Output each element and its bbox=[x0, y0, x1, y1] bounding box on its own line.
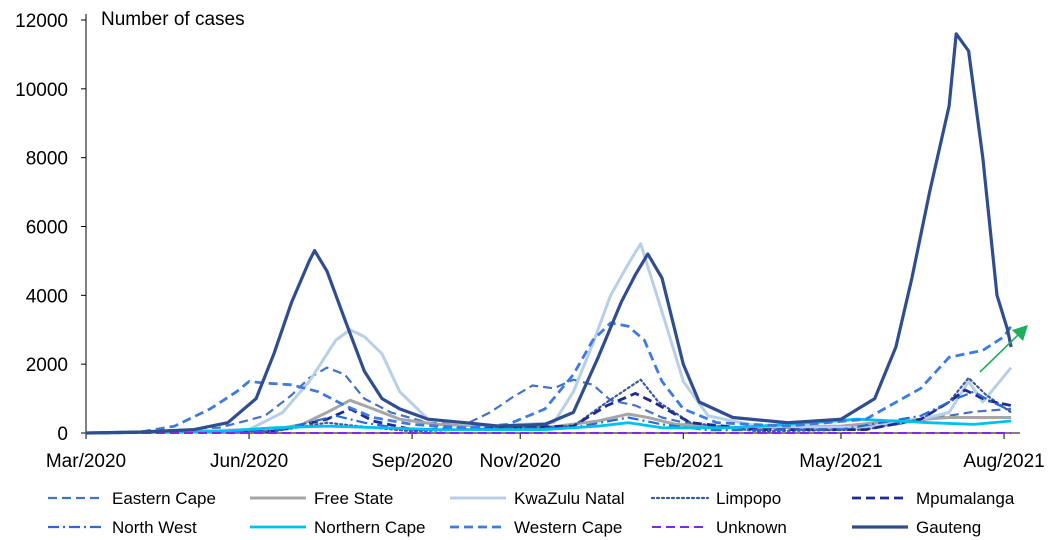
legend-label: Western Cape bbox=[514, 518, 622, 537]
series-line-gauteng bbox=[85, 32, 1013, 435]
x-tick-label: Nov/2020 bbox=[480, 451, 561, 472]
legend-label: Eastern Cape bbox=[112, 489, 216, 508]
legend-label: Unknown bbox=[716, 518, 787, 537]
x-tick-label: Feb/2021 bbox=[643, 451, 723, 472]
y-tick-label: 0 bbox=[57, 424, 68, 445]
annotation-layer bbox=[979, 325, 1028, 373]
y-tick-label: 8000 bbox=[26, 149, 68, 170]
y-tick-label: 4000 bbox=[26, 286, 68, 307]
legend-label: KwaZulu Natal bbox=[514, 489, 625, 508]
y-tick-label: 2000 bbox=[26, 355, 68, 376]
y-axis-label: Number of cases bbox=[101, 9, 245, 30]
y-tick-label: 6000 bbox=[26, 218, 68, 239]
x-tick-label: Mar/2020 bbox=[46, 451, 126, 472]
axes: 0 2000 4000 6000 8000 10000 12000 Mar/2020 Jun/2… bbox=[15, 11, 1045, 472]
trend-arrow-shaft bbox=[979, 334, 1019, 373]
x-tick-label: Jun/2020 bbox=[210, 451, 288, 472]
series-line-limpopo bbox=[84, 376, 1013, 435]
legend-label: Limpopo bbox=[716, 489, 781, 508]
series-line-northern-cape bbox=[85, 417, 1012, 435]
series-layer bbox=[84, 32, 1013, 435]
y-tick-label: 10000 bbox=[15, 80, 68, 101]
legend-label: Mpumalanga bbox=[916, 489, 1015, 508]
legend: Eastern Cape Free State KwaZulu Natal Limpo… bbox=[48, 489, 1015, 537]
series-line-north-west bbox=[85, 390, 1012, 435]
legend-label: Northern Cape bbox=[314, 518, 426, 537]
x-tick-label: Aug/2021 bbox=[963, 451, 1044, 472]
trend-arrow-head bbox=[1012, 325, 1028, 341]
x-tick-label: May/2021 bbox=[799, 451, 882, 472]
legend-label: Free State bbox=[314, 489, 393, 508]
series-line-mpumalanga bbox=[85, 388, 1012, 435]
y-tick-label: 12000 bbox=[15, 11, 68, 32]
series-line-kwazulu-natal bbox=[85, 242, 1013, 435]
legend-label: North West bbox=[112, 518, 197, 537]
legend-label: Gauteng bbox=[916, 518, 981, 537]
x-tick-label: Sep/2020 bbox=[371, 451, 452, 472]
series-line-western-cape bbox=[85, 321, 1013, 435]
